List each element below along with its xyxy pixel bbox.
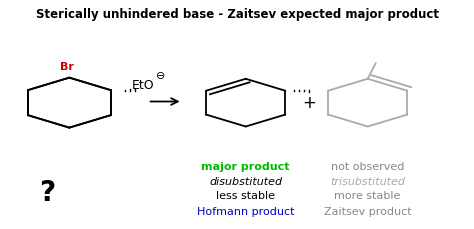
Text: EtO: EtO (132, 79, 154, 92)
Text: disubstituted: disubstituted (209, 177, 283, 187)
Text: major product: major product (201, 161, 290, 171)
Text: Hofmann product: Hofmann product (197, 206, 294, 216)
Text: ⊖: ⊖ (156, 71, 165, 81)
Text: trisubstituted: trisubstituted (330, 177, 405, 187)
Text: less stable: less stable (216, 190, 275, 200)
Text: more stable: more stable (335, 190, 401, 200)
Text: +: + (302, 93, 316, 111)
Text: Br: Br (60, 62, 74, 71)
Text: Zaitsev product: Zaitsev product (324, 206, 411, 216)
Text: Sterically unhindered base - Zaitsev expected major product: Sterically unhindered base - Zaitsev exp… (36, 8, 438, 21)
Text: ?: ? (39, 178, 55, 206)
Text: not observed: not observed (331, 161, 404, 171)
